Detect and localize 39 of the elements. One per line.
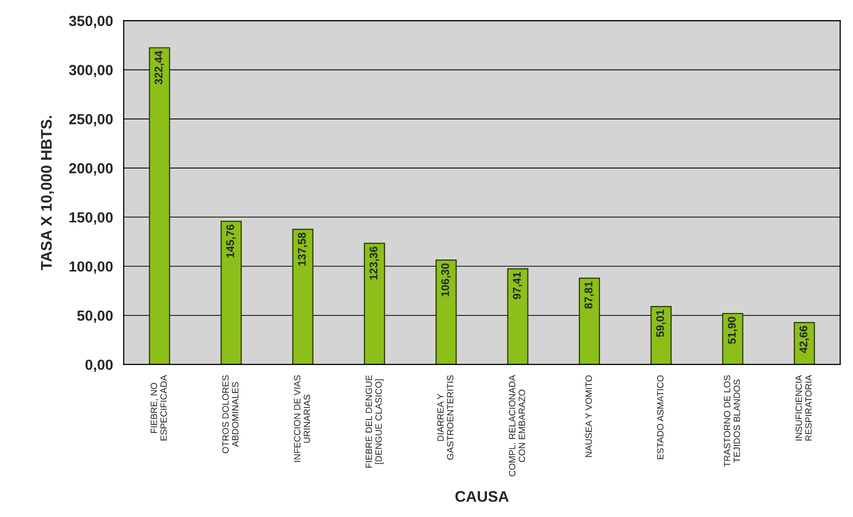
x-tick-label: FIEBRE DEL DENGUE [DENGUE CLASICO] (366, 375, 384, 468)
x-axis-title: CAUSA (455, 491, 509, 502)
data-label: 87,81 (584, 281, 594, 309)
y-tick-label: 300,00 (69, 64, 113, 78)
y-tick-label: 250,00 (69, 114, 113, 126)
bar (292, 228, 314, 364)
x-tick-label: NAUSEA Y VOMITO (585, 375, 592, 457)
x-tick-label: TRASTORNO DE LOS TEJIDOS BLANDOS (724, 375, 740, 467)
data-label: 106,30 (441, 263, 451, 296)
y-tick-label: 150,00 (70, 212, 113, 225)
y-tick-label: 50,00 (77, 310, 113, 323)
bar (507, 268, 528, 364)
x-tick-label: DIARREA Y GASTROENTERITIS (437, 375, 454, 460)
data-label: 51,90 (728, 316, 738, 344)
bar (436, 260, 457, 364)
data-label: 137,58 (298, 232, 308, 266)
y-axis-title: TASA X 10,000 HBTS. (40, 116, 54, 270)
data-label: 322,44 (154, 50, 164, 84)
y-tick-label: 0,00 (85, 360, 113, 372)
y-tick-label: 350,00 (69, 16, 113, 28)
bar (650, 306, 672, 364)
bar (722, 312, 744, 364)
x-tick-label: INFECCION DE VIAS URINARIAS (294, 375, 310, 462)
data-label: 145,76 (226, 224, 236, 258)
y-tick-label: 100,00 (70, 261, 113, 274)
x-tick-label: INSUFICIENCIA RESPIRATORIA (796, 374, 812, 441)
bar (364, 242, 386, 364)
data-label: 97,41 (512, 272, 522, 300)
data-label: 59,01 (656, 310, 666, 337)
y-tick-label: 200,00 (69, 163, 113, 176)
bar (148, 47, 170, 364)
bar (220, 220, 242, 364)
x-tick-label: ESTADO ASMATICO (657, 375, 664, 460)
data-label: 123,36 (370, 246, 380, 280)
x-tick-label: OTROS DOLORES ABDOMINALES (222, 375, 238, 454)
bar (578, 278, 600, 364)
x-tick-label: FIEBRE, NO ESPECIFICADA (150, 374, 167, 440)
x-tick-label: COMPL. RELACIONADA CON EMBARAZO (508, 374, 526, 476)
data-label: 42,66 (799, 326, 809, 354)
